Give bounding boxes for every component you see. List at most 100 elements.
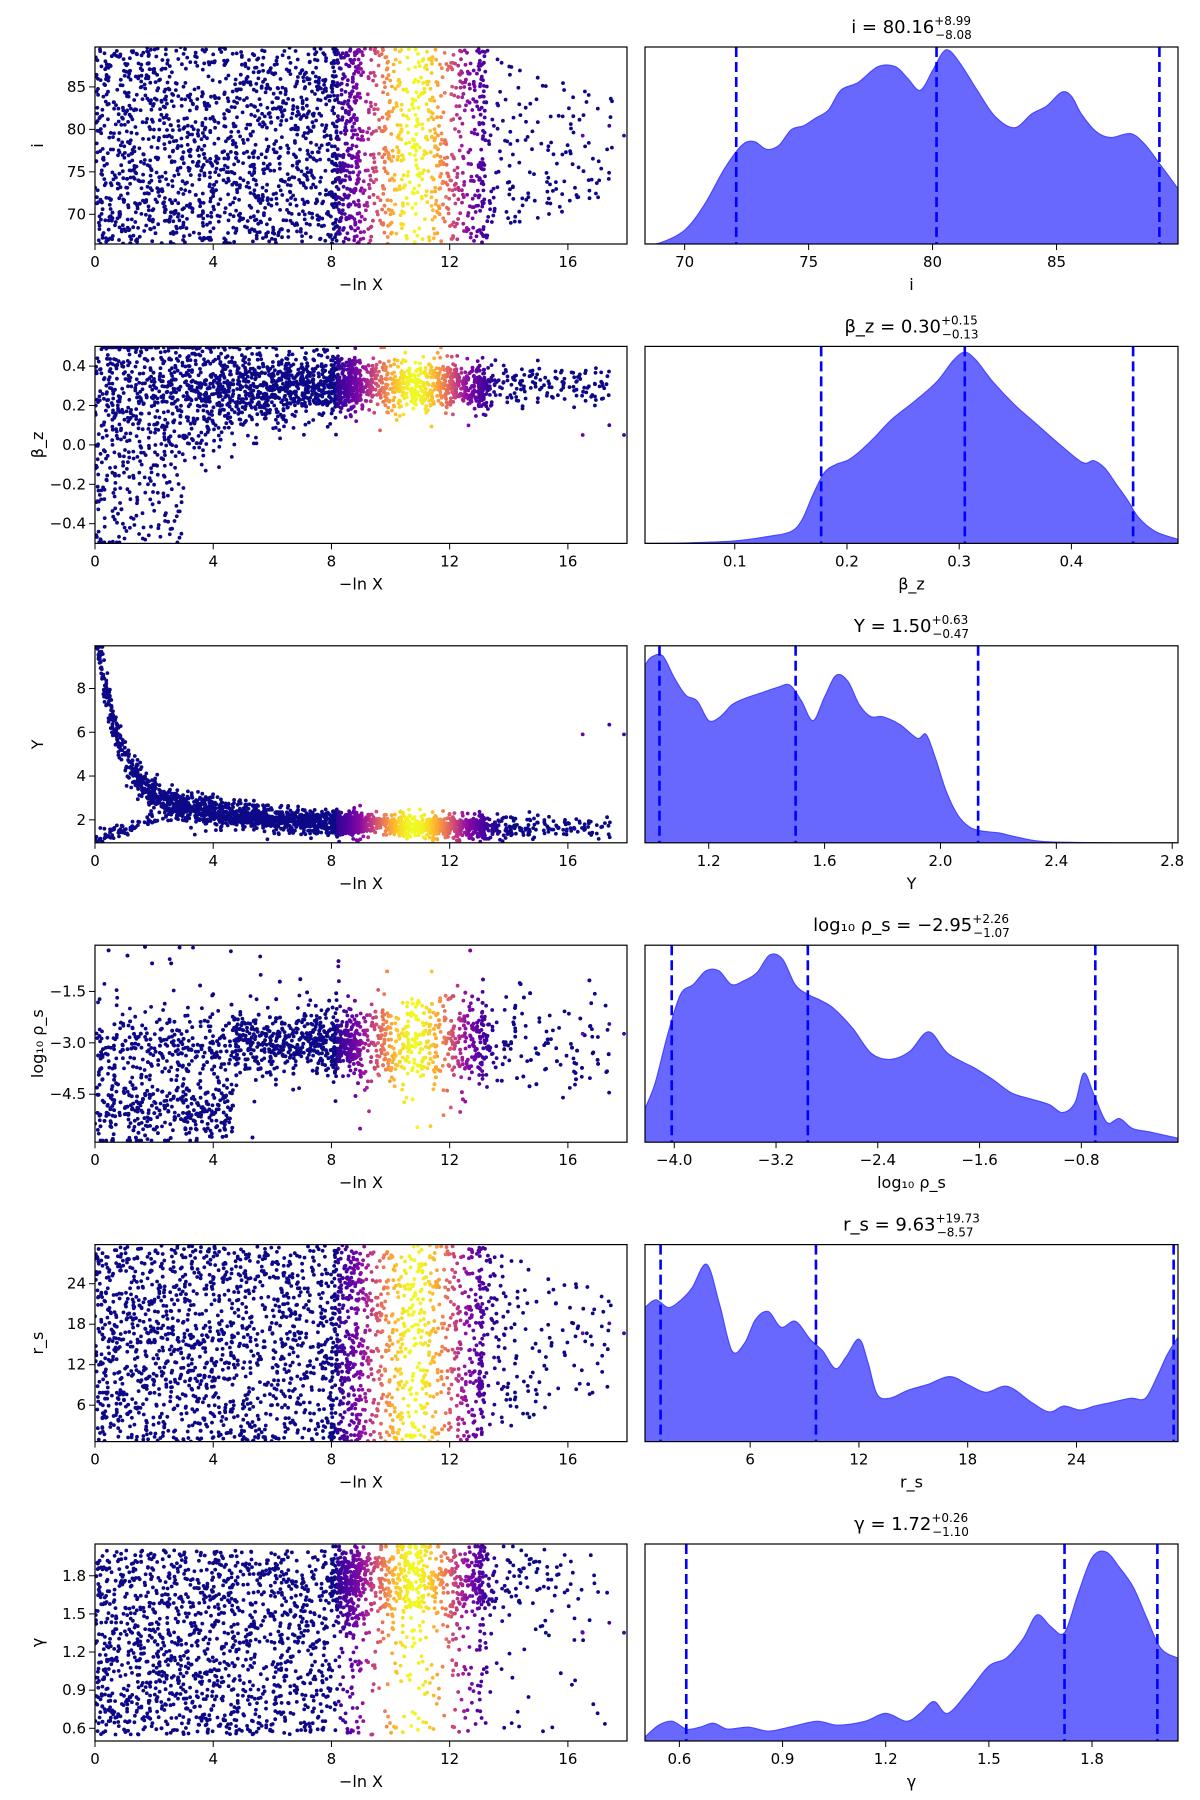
- trace-point: [162, 142, 167, 147]
- trace-point: [488, 403, 493, 408]
- trace-point: [247, 362, 251, 366]
- trace-point: [254, 236, 259, 241]
- trace-point: [195, 408, 200, 413]
- trace-point: [448, 178, 453, 183]
- trace-point: [204, 395, 209, 400]
- trace-point: [108, 386, 112, 390]
- trace-point: [152, 127, 156, 132]
- trace-point: [365, 130, 370, 135]
- trace-point: [358, 158, 362, 163]
- trace-point: [440, 181, 445, 186]
- trace-point: [361, 129, 365, 134]
- trace-point: [365, 204, 370, 208]
- trace-point: [197, 173, 202, 178]
- trace-points-i: [95, 47, 626, 244]
- trace-point: [460, 397, 465, 402]
- trace-point: [129, 106, 133, 111]
- trace-point: [165, 80, 170, 85]
- trace-point: [350, 135, 354, 140]
- trace-point: [172, 418, 177, 423]
- trace-point: [95, 89, 99, 94]
- trace-point: [149, 47, 153, 52]
- trace-point: [96, 238, 101, 243]
- trace-point: [181, 223, 186, 228]
- trace-point: [255, 412, 260, 417]
- trace-point: [394, 231, 399, 236]
- trace-point: [304, 351, 308, 355]
- trace-point: [233, 141, 238, 146]
- trace-point: [429, 190, 434, 194]
- trace-point: [330, 159, 334, 164]
- trace-point: [462, 85, 467, 89]
- trace-point: [110, 509, 115, 513]
- trace-point: [185, 441, 190, 446]
- trace-point: [223, 238, 228, 242]
- trace-point: [187, 346, 192, 350]
- trace-point: [599, 379, 604, 384]
- trace-point: [175, 540, 180, 544]
- trace-point: [218, 408, 222, 413]
- trace-point: [191, 419, 196, 424]
- trace-point: [332, 69, 337, 74]
- trace-point: [106, 117, 110, 122]
- trace-point: [422, 149, 427, 153]
- trace-point: [223, 124, 228, 129]
- trace-point: [247, 414, 252, 418]
- trace-point: [114, 411, 118, 416]
- trace-point: [262, 213, 266, 218]
- trace-point: [203, 468, 208, 473]
- trace-point: [393, 47, 398, 52]
- trace-point: [143, 93, 148, 98]
- trace-point: [196, 164, 200, 168]
- trace-point: [191, 438, 195, 443]
- trace-point: [293, 49, 298, 53]
- trace-point: [336, 187, 341, 192]
- trace-point: [429, 195, 434, 200]
- trace-point: [266, 398, 270, 403]
- trace-point: [508, 393, 513, 397]
- trace-point: [508, 142, 513, 146]
- trace-point: [285, 208, 289, 212]
- trace-point: [226, 73, 231, 78]
- trace-point: [225, 165, 230, 170]
- trace-point: [305, 199, 310, 204]
- trace-point: [433, 185, 438, 190]
- trace-point: [158, 534, 163, 539]
- trace-point: [100, 199, 104, 204]
- trace-point: [290, 352, 295, 357]
- trace-point: [374, 366, 378, 370]
- trace-point: [338, 231, 342, 236]
- trace-point: [559, 370, 563, 375]
- trace-point: [135, 395, 139, 400]
- trace-point: [104, 477, 109, 482]
- trace-point: [278, 90, 283, 95]
- trace-point: [201, 201, 206, 205]
- trace-point: [202, 127, 207, 132]
- trace-point: [358, 61, 363, 66]
- trace-point: [475, 389, 480, 394]
- trace-point: [180, 62, 184, 67]
- trace-point: [450, 152, 454, 157]
- trace-point: [141, 371, 146, 376]
- trace-point: [560, 209, 564, 214]
- trace-point: [159, 456, 164, 461]
- trace-point: [226, 170, 231, 175]
- trace-point: [228, 396, 232, 401]
- trace-point: [147, 214, 152, 219]
- trace-point: [359, 382, 364, 386]
- trace-point: [230, 431, 235, 436]
- trace-point: [361, 236, 366, 241]
- trace-point: [306, 131, 310, 135]
- trace-point: [119, 163, 124, 168]
- trace-point: [368, 238, 373, 243]
- trace-point: [97, 128, 101, 133]
- trace-point: [322, 375, 326, 380]
- trace-point: [126, 415, 130, 420]
- trace-point: [581, 113, 586, 117]
- trace-point: [357, 150, 361, 154]
- trace-point: [99, 540, 103, 544]
- trace-point: [241, 138, 245, 142]
- trace-point: [327, 157, 331, 162]
- trace-point: [163, 453, 167, 457]
- trace-point: [131, 413, 136, 418]
